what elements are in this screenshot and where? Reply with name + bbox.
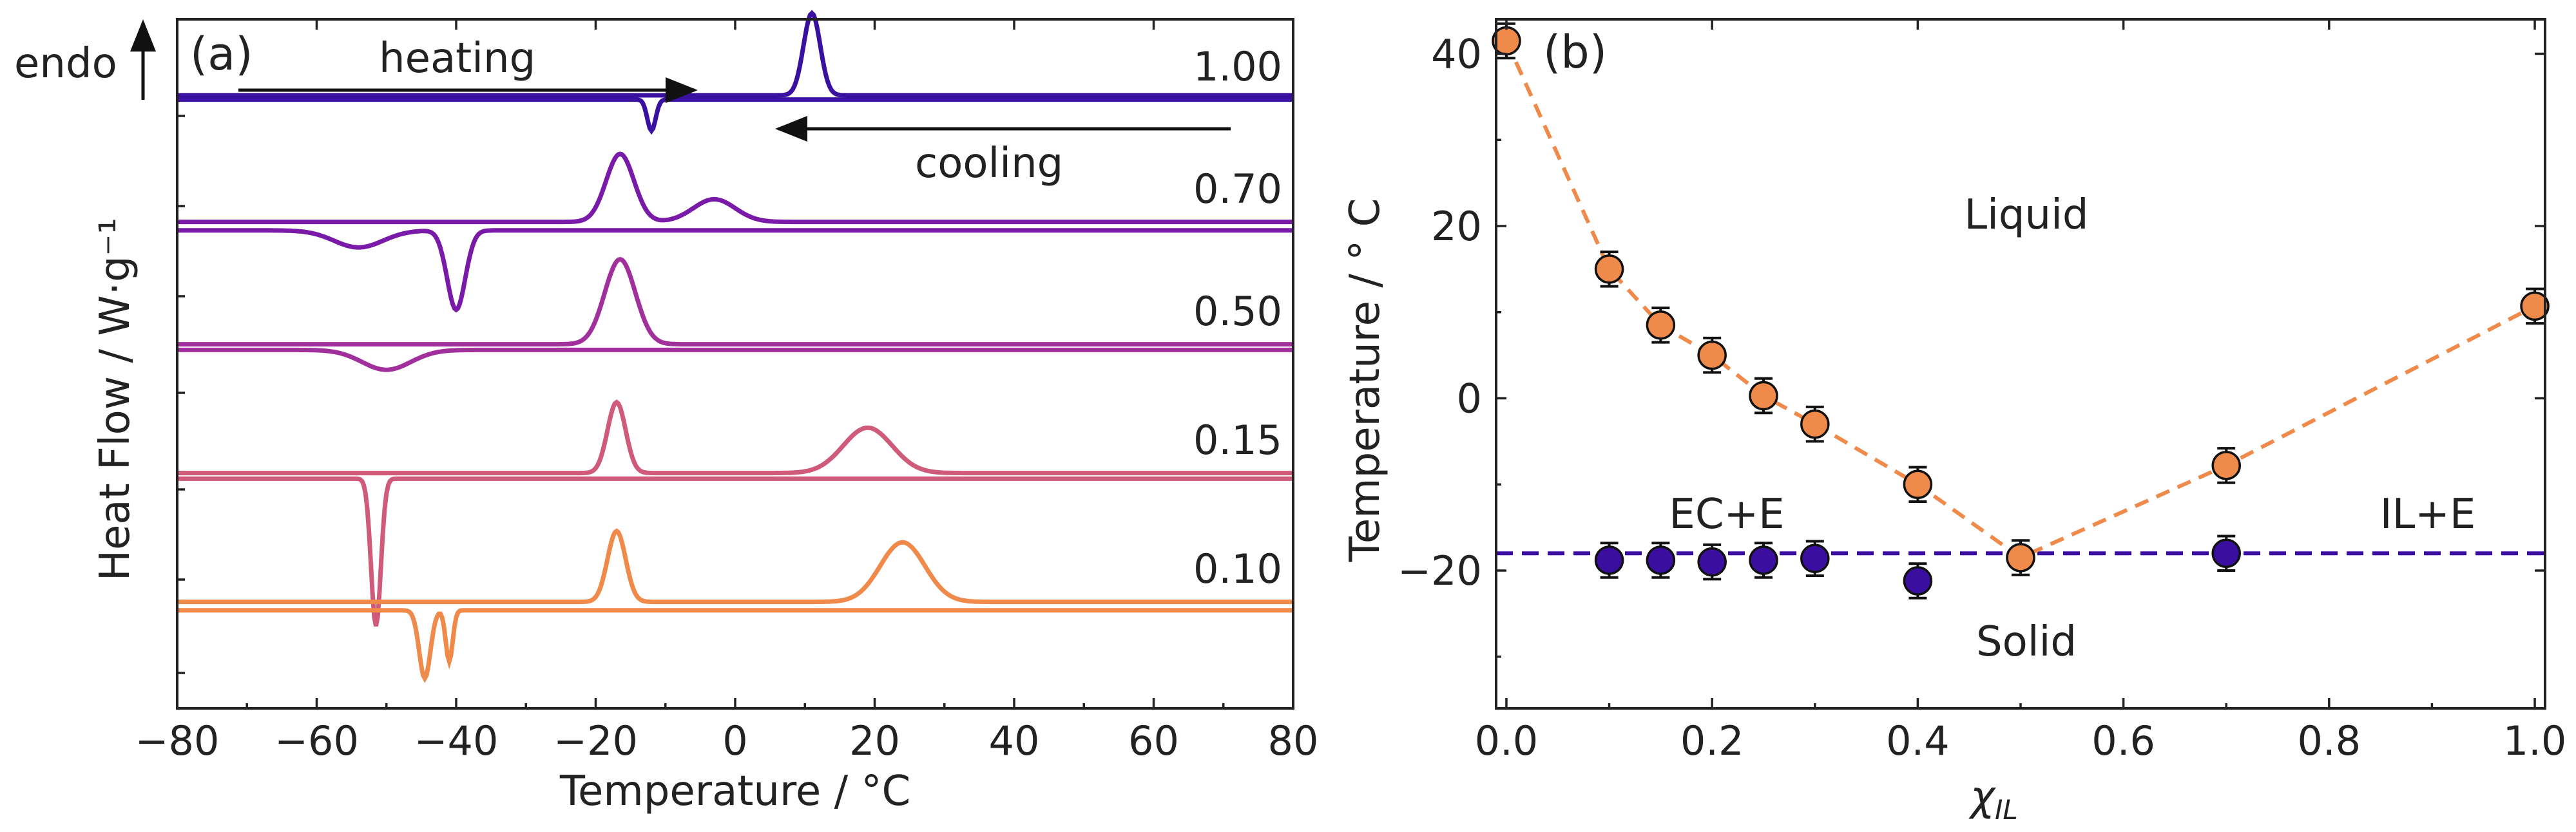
panel-b-y-axis-title: Temperature / ° C	[1341, 198, 1389, 563]
solidus-marker	[1800, 544, 1830, 574]
endo-label: endo	[14, 40, 117, 88]
solidus-point	[1697, 543, 1727, 581]
liquidus-point	[1697, 336, 1727, 374]
composition-label: 1.00	[1193, 43, 1282, 90]
liquidus-point	[1646, 307, 1676, 344]
panel-a: 1.00 0.70 0.50 0.15 0.10 −80 −60 −40 −20 0 20 40 60…	[14, 10, 1319, 815]
solidus-point	[1903, 562, 1933, 600]
liquidus-marker	[2211, 451, 2241, 480]
liquidus-point	[1903, 466, 1933, 503]
liquidus-point	[2211, 447, 2241, 484]
solid-region-label: Solid	[1976, 618, 2077, 666]
liquidus-marker	[1594, 254, 1624, 284]
liquidus-marker	[2520, 291, 2550, 321]
liquidus-marker	[1800, 409, 1830, 439]
dsc-cooling-curve-0-70	[177, 228, 1293, 313]
composition-label: 0.15	[1193, 417, 1282, 464]
panel-b-frame	[1495, 18, 2546, 710]
x-tick-label: 0.6	[2091, 717, 2155, 764]
liquidus-marker	[1749, 381, 1778, 411]
dsc-heating-curve-0-10	[177, 528, 1293, 605]
x-tick-label: 0.2	[1680, 717, 1744, 764]
solidus-marker	[1697, 547, 1727, 577]
x-tick-label: 0.4	[1886, 717, 1950, 764]
composition-label: 0.50	[1193, 288, 1282, 335]
panel-a-y-axis-title: Heat Flow / W·g⁻¹	[91, 218, 139, 581]
heating-label: heating	[379, 35, 535, 82]
x-tick-label: −80	[135, 717, 220, 764]
solidus-point	[1594, 542, 1624, 579]
liquidus-marker	[1903, 469, 1933, 499]
solidus-point	[1646, 542, 1676, 579]
composition-label: 0.70	[1193, 165, 1282, 213]
phase-boundary-lines	[1496, 40, 2545, 560]
panel-a-frame	[176, 18, 1294, 710]
phase-points	[1492, 22, 2550, 600]
y-tick-label: 0	[1457, 375, 1482, 422]
liquid-region-label: Liquid	[1964, 191, 2088, 239]
panel-a-label: (a)	[190, 28, 253, 80]
composition-label: 0.10	[1193, 545, 1282, 592]
x-tick-label: 80	[1268, 717, 1319, 764]
dsc-heating-curve-0-50	[177, 256, 1293, 347]
x-tick-label: 20	[849, 717, 900, 764]
x-tick-label: 40	[989, 717, 1040, 764]
il-e-region-label: IL+E	[2380, 491, 2476, 538]
liquidus-point	[2006, 539, 2035, 576]
y-tick-label: 20	[1431, 203, 1482, 250]
composition-labels: 1.00 0.70 0.50 0.15 0.10	[1193, 43, 1282, 592]
solidus-marker	[1903, 566, 1933, 596]
liquidus-point	[1800, 405, 1830, 443]
y-tick-label: −20	[1398, 547, 1482, 594]
liquidus-point	[1594, 251, 1624, 288]
dsc-heating-curve-1-00	[177, 10, 1293, 98]
dsc-cooling-curve-0-50	[177, 347, 1293, 372]
liquidus-point	[1492, 22, 1521, 60]
y-tick-label: 40	[1431, 31, 1482, 78]
solidus-marker	[2211, 538, 2241, 568]
liquidus-line	[1504, 40, 2536, 560]
x-tick-label: −20	[553, 717, 638, 764]
dsc-curves	[177, 10, 1293, 683]
panel-b: 0.0 0.2 0.4 0.6 0.8 1.0 −20 0 20 40 (b) Temperat…	[1341, 18, 2567, 826]
liquidus-point	[2520, 287, 2550, 325]
liquidus-marker	[1646, 310, 1676, 340]
solidus-marker	[1594, 545, 1624, 575]
x-tick-label: 0	[722, 717, 747, 764]
liquidus-marker	[1697, 340, 1727, 370]
panel-b-label: (b)	[1543, 26, 1607, 79]
dsc-cooling-curve-0-10	[177, 608, 1293, 683]
solidus-point	[1800, 540, 1830, 578]
solidus-point	[2211, 534, 2241, 572]
solidus-point	[1749, 542, 1778, 579]
panel-a-x-ticks: −80 −60 −40 −20 0 20 40 60 80	[135, 19, 1319, 764]
liquidus-point	[1749, 377, 1778, 415]
solidus-marker	[1646, 545, 1676, 575]
panel-b-x-axis-title: χIL	[1968, 773, 2018, 826]
x-tick-label: −60	[274, 717, 359, 764]
solidus-marker	[1749, 545, 1778, 575]
x-tick-label: 1.0	[2503, 717, 2567, 764]
dsc-heating-curve-0-70	[177, 151, 1293, 225]
panel-a-x-axis-title: Temperature / °C	[559, 768, 910, 815]
dsc-heating-curve-0-15	[177, 399, 1293, 476]
x-tick-label: 60	[1128, 717, 1179, 764]
cooling-label: cooling	[915, 140, 1063, 187]
liquidus-marker	[2006, 543, 2035, 572]
x-tick-label: −40	[414, 717, 499, 764]
dsc-cooling-curve-0-15	[177, 476, 1293, 627]
panel-b-y-ticks: −20 0 20 40	[1398, 31, 2545, 658]
ec-e-region-label: EC+E	[1669, 491, 1784, 538]
panel-b-x-ticks: 0.0 0.2 0.4 0.6 0.8 1.0	[1475, 19, 2567, 764]
x-tick-label: 0.8	[2298, 717, 2361, 764]
panel-a-y-ticks	[177, 115, 185, 674]
x-tick-label: 0.0	[1475, 717, 1539, 764]
dsc-cooling-curve-1-00	[177, 97, 1293, 135]
